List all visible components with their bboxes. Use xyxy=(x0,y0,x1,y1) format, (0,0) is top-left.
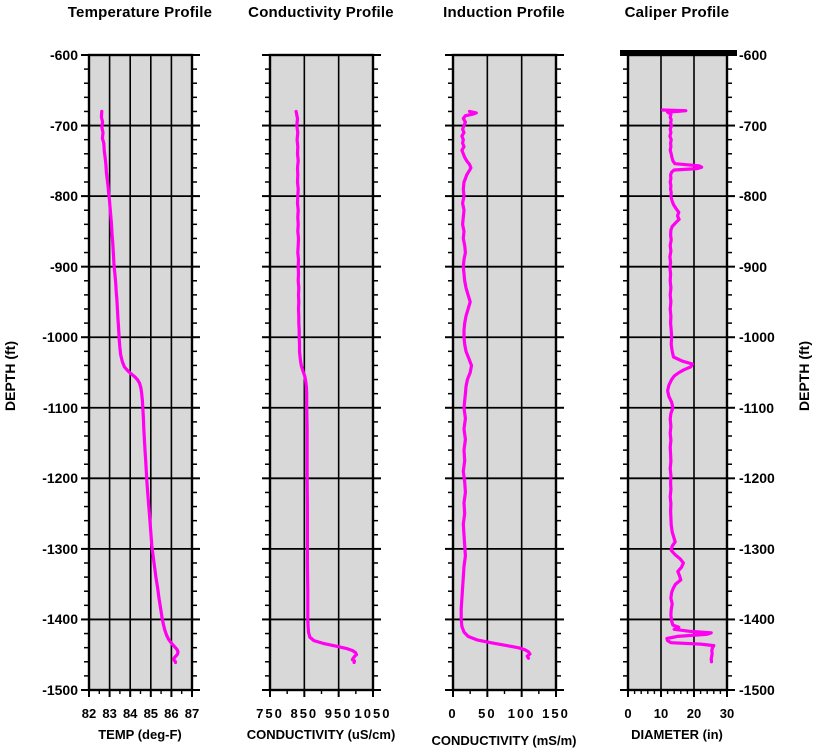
depth-tick-label-right: -600 xyxy=(739,47,768,63)
chart-title-caliper: Caliper Profile xyxy=(624,4,730,21)
depth-tick-label-left: -800 xyxy=(49,188,78,205)
depth-tick-label-left: -1500 xyxy=(42,682,78,698)
depth-tick-label-right: -1300 xyxy=(739,540,775,557)
x-tick-label: 0 xyxy=(624,706,632,721)
depth-tick-label-left: -1300 xyxy=(42,540,78,557)
x-tick-label: 87 xyxy=(184,706,200,721)
x-tick-label: 10 xyxy=(653,706,669,721)
x-tick-label: 83 xyxy=(102,706,117,721)
x-tick-label: 20 xyxy=(686,706,702,721)
depth-tick-label-right: -700 xyxy=(739,117,768,134)
series-curve-induction-conductivity xyxy=(459,109,532,660)
chart-title-induction: Induction Profile xyxy=(443,4,565,21)
depth-tick-label-right: -1000 xyxy=(739,329,775,346)
x-tick-label: 0 xyxy=(448,706,458,721)
depth-tick-label-left: -1100 xyxy=(42,399,78,416)
depth-tick-label-right: -1400 xyxy=(739,611,775,628)
x-tick-label: 850 xyxy=(290,706,319,721)
series-curve-fluid-conductivity xyxy=(294,109,359,665)
x-tick-label: 750 xyxy=(256,706,284,721)
x-tick-label: 950 xyxy=(324,706,353,721)
x-tick-label: 150 xyxy=(542,706,570,721)
depth-axis-title-left: DEPTH (ft) xyxy=(2,341,18,411)
series-curve-temperature xyxy=(99,109,180,665)
depth-tick-label-right: -1500 xyxy=(739,682,775,698)
depth-tick-label-right: -800 xyxy=(739,188,768,205)
x-tick-label: 84 xyxy=(122,706,138,721)
x-tick-label: 30 xyxy=(719,706,735,721)
x-tick-label: 85 xyxy=(143,706,159,721)
x-tick-label: 100 xyxy=(507,706,536,721)
x-tick-label: 86 xyxy=(164,706,179,721)
depth-tick-label-left: -1400 xyxy=(42,611,78,628)
x-axis-label-conductivity: CONDUCTIVITY (uS/cm) xyxy=(246,727,396,742)
depth-tick-label-left: -600 xyxy=(49,47,78,63)
x-tick-label: 82 xyxy=(81,706,97,721)
depth-tick-label-left: -1000 xyxy=(42,329,78,346)
depth-tick-label-right: -900 xyxy=(739,258,768,275)
depth-tick-label-right: -1200 xyxy=(739,470,775,487)
chart-title-conductivity: Conductivity Profile xyxy=(248,4,394,21)
x-tick-label: 1050 xyxy=(354,706,392,721)
depth-tick-label-left: -900 xyxy=(49,258,78,275)
chart-title-temperature: Temperature Profile xyxy=(67,4,213,21)
series-curve-borehole-diameter xyxy=(660,108,716,664)
x-axis-label-caliper: DIAMETER (in) xyxy=(631,727,723,742)
x-axis-label-induction: CONDUCTIVITY (mS/m) xyxy=(431,733,577,748)
x-tick-label: 50 xyxy=(478,706,497,721)
depth-tick-label-left: -700 xyxy=(49,117,78,134)
depth-tick-label-left: -1200 xyxy=(42,470,78,487)
x-axis-label-temperature: TEMP (deg-F) xyxy=(98,727,182,742)
depth-tick-label-right: -1100 xyxy=(739,399,775,416)
